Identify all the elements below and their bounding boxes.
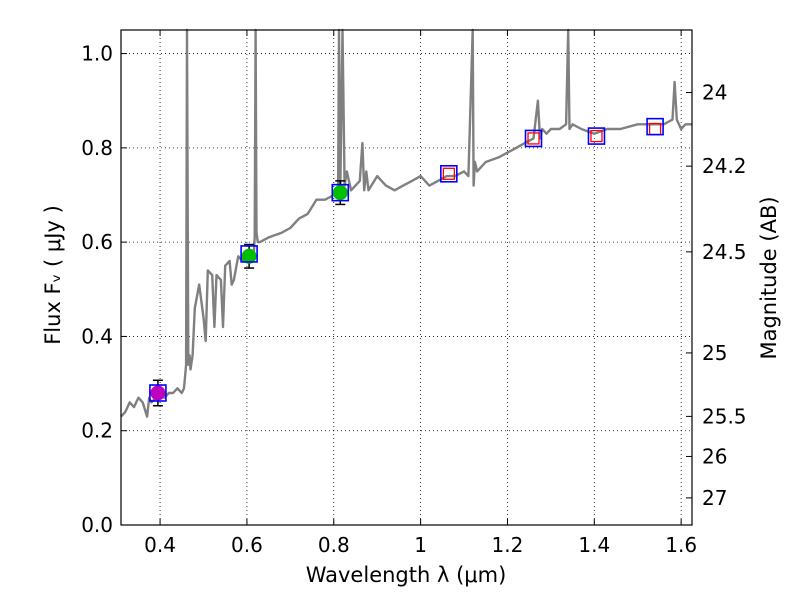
spectrum-series (120, 28, 692, 418)
spectrum-line (120, 28, 692, 418)
right-axis-label: Magnitude (AB) (757, 196, 781, 359)
model-point (646, 117, 664, 136)
y-tick-label: 0.6 (81, 230, 113, 254)
grid-lines (121, 30, 692, 526)
x-tick-label: 1.2 (492, 533, 524, 557)
tick-labels: 0.4 0.6 0.8 1 1.2 1.4 1.6 0.0 0.2 0.4 0.6 0.8 1.0 24 2… (81, 42, 746, 557)
x-tick-label: 1.6 (665, 533, 697, 557)
data-point (332, 185, 348, 201)
model-point (240, 245, 258, 263)
right-tick-label: 25.5 (702, 404, 747, 428)
model-point (331, 183, 350, 202)
axis-ticks (121, 30, 692, 526)
x-tick-label: 1.4 (578, 533, 610, 557)
x-tick-label: 0.8 (318, 533, 350, 557)
right-tick-label: 24 (702, 81, 727, 105)
y-tick-label: 0.4 (81, 324, 113, 348)
model-point (149, 384, 167, 402)
photometry-points (149, 117, 664, 407)
data-point (150, 385, 166, 401)
right-tick-label: 24.2 (702, 154, 747, 178)
data-point (590, 129, 603, 143)
right-tick-label: 27 (702, 486, 727, 510)
right-tick-label: 24.5 (702, 240, 747, 264)
y-tick-label: 0.0 (81, 513, 113, 537)
y-tick-label: 1.0 (81, 42, 113, 66)
model-point (440, 164, 458, 183)
data-point (442, 167, 455, 180)
y-axis-label: Flux Fᵥ ( μJy ) (41, 205, 65, 345)
model-point (524, 129, 543, 148)
x-tick-label: 0.6 (231, 533, 263, 557)
right-tick-label: 25 (702, 341, 727, 365)
y-tick-label: 0.8 (81, 136, 113, 160)
x-axis-label: Wavelength λ (μm) (306, 563, 507, 587)
plot-frame (120, 29, 693, 526)
y-tick-label: 0.2 (81, 419, 113, 443)
data-point (527, 132, 540, 145)
data-point (241, 248, 257, 264)
x-tick-label: 0.4 (144, 533, 176, 557)
x-tick-label: 1 (414, 533, 427, 557)
right-tick-label: 26 (702, 444, 727, 468)
model-point (587, 127, 606, 145)
